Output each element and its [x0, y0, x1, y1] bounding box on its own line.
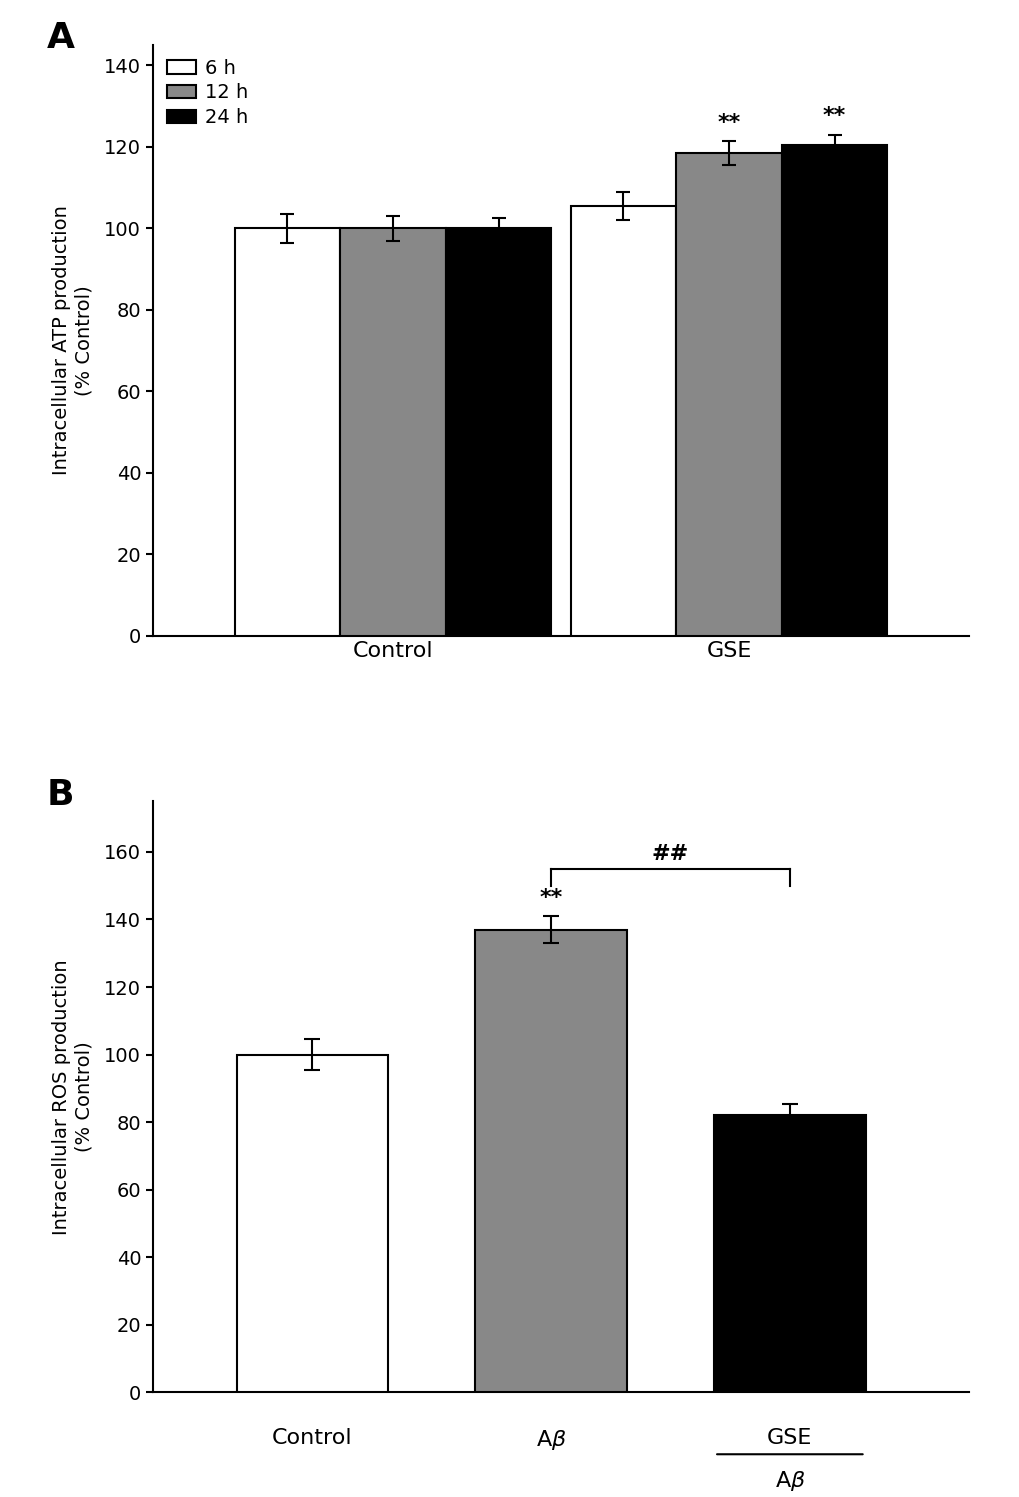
Bar	[445, 229, 551, 636]
Bar	[676, 153, 781, 636]
Bar	[475, 930, 626, 1392]
Text: A$\beta$: A$\beta$	[773, 1469, 804, 1493]
Bar	[781, 145, 887, 636]
Legend: 6 h, 12 h, 24 h: 6 h, 12 h, 24 h	[163, 54, 253, 132]
Bar	[570, 207, 676, 636]
Bar	[236, 1054, 387, 1392]
Text: **: **	[716, 112, 740, 133]
Y-axis label: Intracellular ATP production
(% Control): Intracellular ATP production (% Control)	[52, 205, 93, 476]
Text: **: **	[539, 888, 562, 907]
Bar	[340, 229, 445, 636]
Text: Control: Control	[272, 1428, 353, 1448]
Text: ##: ##	[651, 844, 689, 864]
Y-axis label: Intracellular ROS production
(% Control): Intracellular ROS production (% Control)	[52, 960, 93, 1235]
Text: B: B	[47, 777, 74, 811]
Text: A: A	[47, 21, 74, 55]
Bar	[713, 1115, 865, 1392]
Bar	[234, 229, 340, 636]
Text: GSE: GSE	[766, 1428, 812, 1448]
Text: A$\beta$: A$\beta$	[535, 1428, 566, 1452]
Text: **: **	[822, 106, 846, 126]
